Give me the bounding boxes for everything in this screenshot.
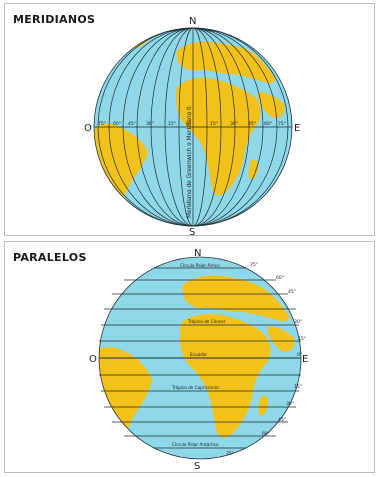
deg-label: 60° bbox=[276, 275, 284, 281]
meridian-degree-labels: 75° 60° 45° 30° 15° 0° 15° 30° 45° 60° 7… bbox=[98, 121, 286, 127]
west-label-top: O bbox=[84, 123, 92, 134]
parallel-degree-labels: 75° 60° 45° 30° 15° 0° 15° 30° 45° 60° 7… bbox=[226, 262, 306, 457]
north-label-top: N bbox=[189, 16, 196, 27]
deg-label: 15° bbox=[168, 121, 176, 127]
equator-label: Ecuador bbox=[190, 352, 207, 357]
deg-label: 75° bbox=[98, 121, 106, 127]
deg-label: 45° bbox=[128, 121, 136, 127]
north-label-bot: N bbox=[194, 248, 201, 259]
antarctic-circle-label: Círculo Polar Antártico bbox=[172, 442, 219, 447]
deg-label: 45° bbox=[248, 121, 256, 127]
east-label-top: E bbox=[294, 123, 300, 134]
arctic-circle-label: Círculo Polar Ártico bbox=[180, 263, 220, 268]
meridians-globe: 75° 60° 45° 30° 15° 0° 15° 30° 45° 60° 7… bbox=[84, 16, 300, 238]
deg-label: 75° bbox=[226, 451, 234, 457]
globe-outline-top bbox=[93, 27, 293, 227]
deg-label: 30° bbox=[146, 121, 154, 127]
deg-label: 60° bbox=[262, 431, 270, 437]
east-label-bot: E bbox=[302, 354, 308, 365]
greenwich-label: Meridiano de Greenwich o Meridiano 0 bbox=[187, 106, 193, 218]
deg-label: 75° bbox=[278, 121, 286, 127]
parallels-title: PARALELOS bbox=[13, 251, 87, 264]
deg-label: 0° bbox=[186, 121, 191, 127]
deg-label: 60° bbox=[113, 121, 121, 127]
deg-label: 15° bbox=[294, 384, 302, 390]
west-label-bot: O bbox=[89, 354, 97, 365]
tropic-capricorn-label: Trópico de Capricornio bbox=[171, 385, 219, 390]
deg-label: 15° bbox=[210, 121, 218, 127]
south-label-top: S bbox=[189, 227, 195, 238]
deg-label: 75° bbox=[250, 262, 258, 268]
deg-label: 30° bbox=[230, 121, 238, 127]
parallels-globe: Círculo Polar Ártico Trópico de Cáncer E… bbox=[89, 248, 308, 472]
globe-outline-bot bbox=[98, 256, 302, 460]
deg-label: 45° bbox=[288, 289, 296, 295]
deg-label: 30° bbox=[294, 319, 302, 325]
deg-label: 0° bbox=[297, 352, 302, 358]
deg-label: 60° bbox=[264, 121, 272, 127]
south-label-bot: S bbox=[194, 461, 200, 472]
deg-label: 45° bbox=[278, 417, 286, 423]
deg-label: 30° bbox=[286, 401, 294, 407]
tropic-cancer-label: Trópico de Cáncer bbox=[187, 319, 226, 324]
deg-label: 15° bbox=[298, 336, 306, 342]
parallel-lines bbox=[99, 267, 301, 449]
meridians-title: MERIDIANOS bbox=[13, 13, 96, 26]
